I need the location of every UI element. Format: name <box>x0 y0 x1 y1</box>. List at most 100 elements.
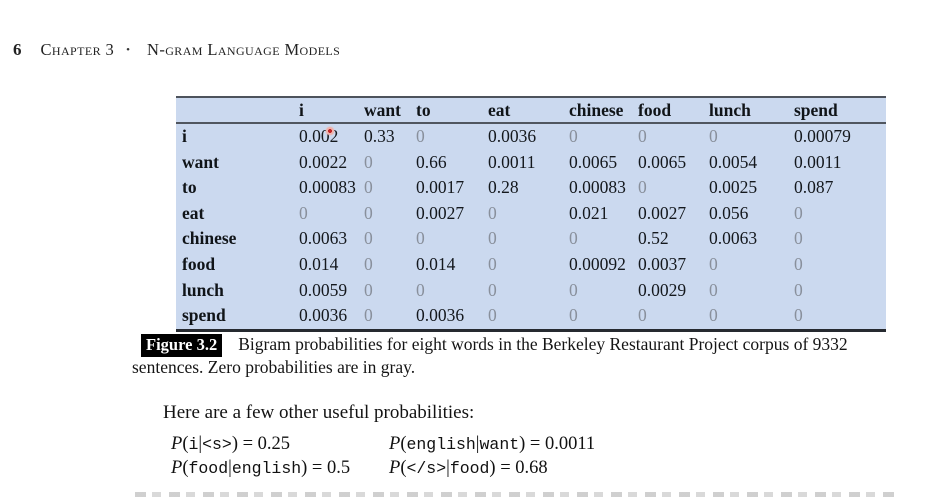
table-cell: 0.0025 <box>709 177 758 198</box>
table-cell: 0 <box>488 228 497 249</box>
table-cell: 0 <box>488 253 497 274</box>
formula: P(</s>|food) = 0.68 <box>389 458 595 482</box>
table-cell: 0 <box>709 253 718 274</box>
formula-segment: ) = 0.25 <box>231 434 291 454</box>
table-cell: 0 <box>488 202 497 223</box>
table-cell: 0.66 <box>416 151 447 172</box>
table-col-header: want <box>364 98 416 124</box>
formula-segment: food <box>188 458 229 478</box>
table-cell: 0 <box>488 279 497 300</box>
table-cell: 0 <box>569 126 578 146</box>
table-cell: 0 <box>638 177 647 198</box>
table-col-header: spend <box>794 98 886 124</box>
body-paragraph: Here are a few other useful probabilitie… <box>163 402 475 423</box>
table-cell: 0 <box>709 279 718 300</box>
table-cell: 0 <box>569 279 578 300</box>
table-col-header: i <box>299 98 364 124</box>
table-cell: 0 <box>638 126 647 146</box>
formula-segment: english <box>231 458 302 478</box>
table-cell: 0 <box>416 279 425 300</box>
table-cell: 0.00092 <box>569 253 626 274</box>
page-number: 6 <box>13 40 22 59</box>
table-cell: 0.00079 <box>794 126 851 146</box>
table-cell: 0 <box>794 253 803 274</box>
table-cell: 0.28 <box>488 177 519 198</box>
formula-segment: english <box>406 435 476 454</box>
table-cell: 0 <box>364 202 373 223</box>
table-cell: 0.0036 <box>488 126 537 146</box>
formula-segment: ( <box>400 434 407 454</box>
table-cell: 0.014 <box>416 253 456 274</box>
table-cell: 0.087 <box>794 177 834 198</box>
red-annotation-dot <box>325 126 335 136</box>
table-cell: 0.014 <box>299 253 339 274</box>
table-col-header: lunch <box>709 98 794 124</box>
table-row-label: chinese <box>182 228 237 249</box>
table-cell: 0 <box>488 305 497 326</box>
bullet-separator-icon: • <box>126 44 131 56</box>
table-cell: 0.0065 <box>569 151 618 172</box>
table-cell: 0.0027 <box>638 202 687 223</box>
table-cell: 0 <box>416 228 425 249</box>
table-col-header <box>176 98 299 124</box>
figure-label: Figure 3.2 <box>141 334 223 357</box>
figure-caption-text: Bigram probabilities for eight words in … <box>132 334 848 377</box>
table-col-header: chinese <box>569 98 638 124</box>
formula-segment: want <box>479 435 520 454</box>
table-row-label: eat <box>182 202 205 223</box>
table-cell: 0.0017 <box>416 177 465 198</box>
table-cell: 0.0065 <box>638 151 687 172</box>
formula-segment: | <box>475 434 480 454</box>
figure-caption: Figure 3.2 Bigram probabilities for eight… <box>132 334 887 378</box>
table-row-label: to <box>182 177 197 198</box>
table-row-label: spend <box>182 305 226 326</box>
formula-segment: | <box>228 457 232 478</box>
table-cell: 0.00083 <box>299 177 356 198</box>
table-cell: 0.0011 <box>488 151 536 172</box>
table-cell: 0 <box>638 305 647 326</box>
table-cell: 0 <box>299 202 308 223</box>
table-cell: 0.0036 <box>416 305 465 326</box>
table-cell: 0 <box>709 126 718 146</box>
table-cell: 0.021 <box>569 202 609 223</box>
formula-segment: ) = 0.0011 <box>519 434 596 454</box>
table-col-header: food <box>638 98 709 124</box>
table-cell: 0 <box>364 305 373 326</box>
table-cell: 0.52 <box>638 228 669 249</box>
table-cell: 0.0036 <box>299 305 348 326</box>
table-cell: 0 <box>794 279 803 300</box>
table-cell: 0 <box>416 126 425 146</box>
formula-segment: ) = 0.5 <box>301 457 351 478</box>
table-cell: 0.0027 <box>416 202 465 223</box>
table-cell: 0 <box>569 305 578 326</box>
formula-segment: | <box>446 457 450 478</box>
table-cell: 0.0059 <box>299 279 348 300</box>
table-cell: 0 <box>709 305 718 326</box>
probability-formulas: P(i|<s>) = 0.25 P(english|want) = 0.0011 P… <box>171 434 595 481</box>
formula-segment: P <box>389 457 401 478</box>
table-cell: 0.0054 <box>709 151 758 172</box>
bigram-probability-table: i want to eat chinese food lunch spend i 0.002 0.3… <box>176 96 886 332</box>
table-cell: 0 <box>794 202 803 223</box>
table-cell: 0.056 <box>709 202 749 223</box>
formula-segment: ( <box>182 434 189 454</box>
table-row-label: food <box>182 253 216 274</box>
table-cell: 0 <box>364 279 373 300</box>
formula-segment: i <box>188 435 199 454</box>
table-cell: 0.0037 <box>638 253 687 274</box>
formula: P(english|want) = 0.0011 <box>389 434 595 458</box>
table-cell: 0.33 <box>364 126 395 146</box>
formula-segment: <s> <box>202 435 232 454</box>
table-cell: 0.00083 <box>569 177 626 198</box>
cropped-next-line <box>135 492 895 497</box>
table-col-header: eat <box>488 98 569 124</box>
table-row-label: lunch <box>182 279 224 300</box>
formula-segment: </s> <box>406 458 447 478</box>
table-cell: 0 <box>364 177 373 198</box>
chapter-title: N-gram Language Models <box>147 40 341 59</box>
table-cell: 0 <box>364 253 373 274</box>
chapter-label: Chapter 3 <box>40 40 115 59</box>
formula: P(i|<s>) = 0.25 <box>171 434 389 458</box>
table-cell: 0 <box>364 228 373 249</box>
